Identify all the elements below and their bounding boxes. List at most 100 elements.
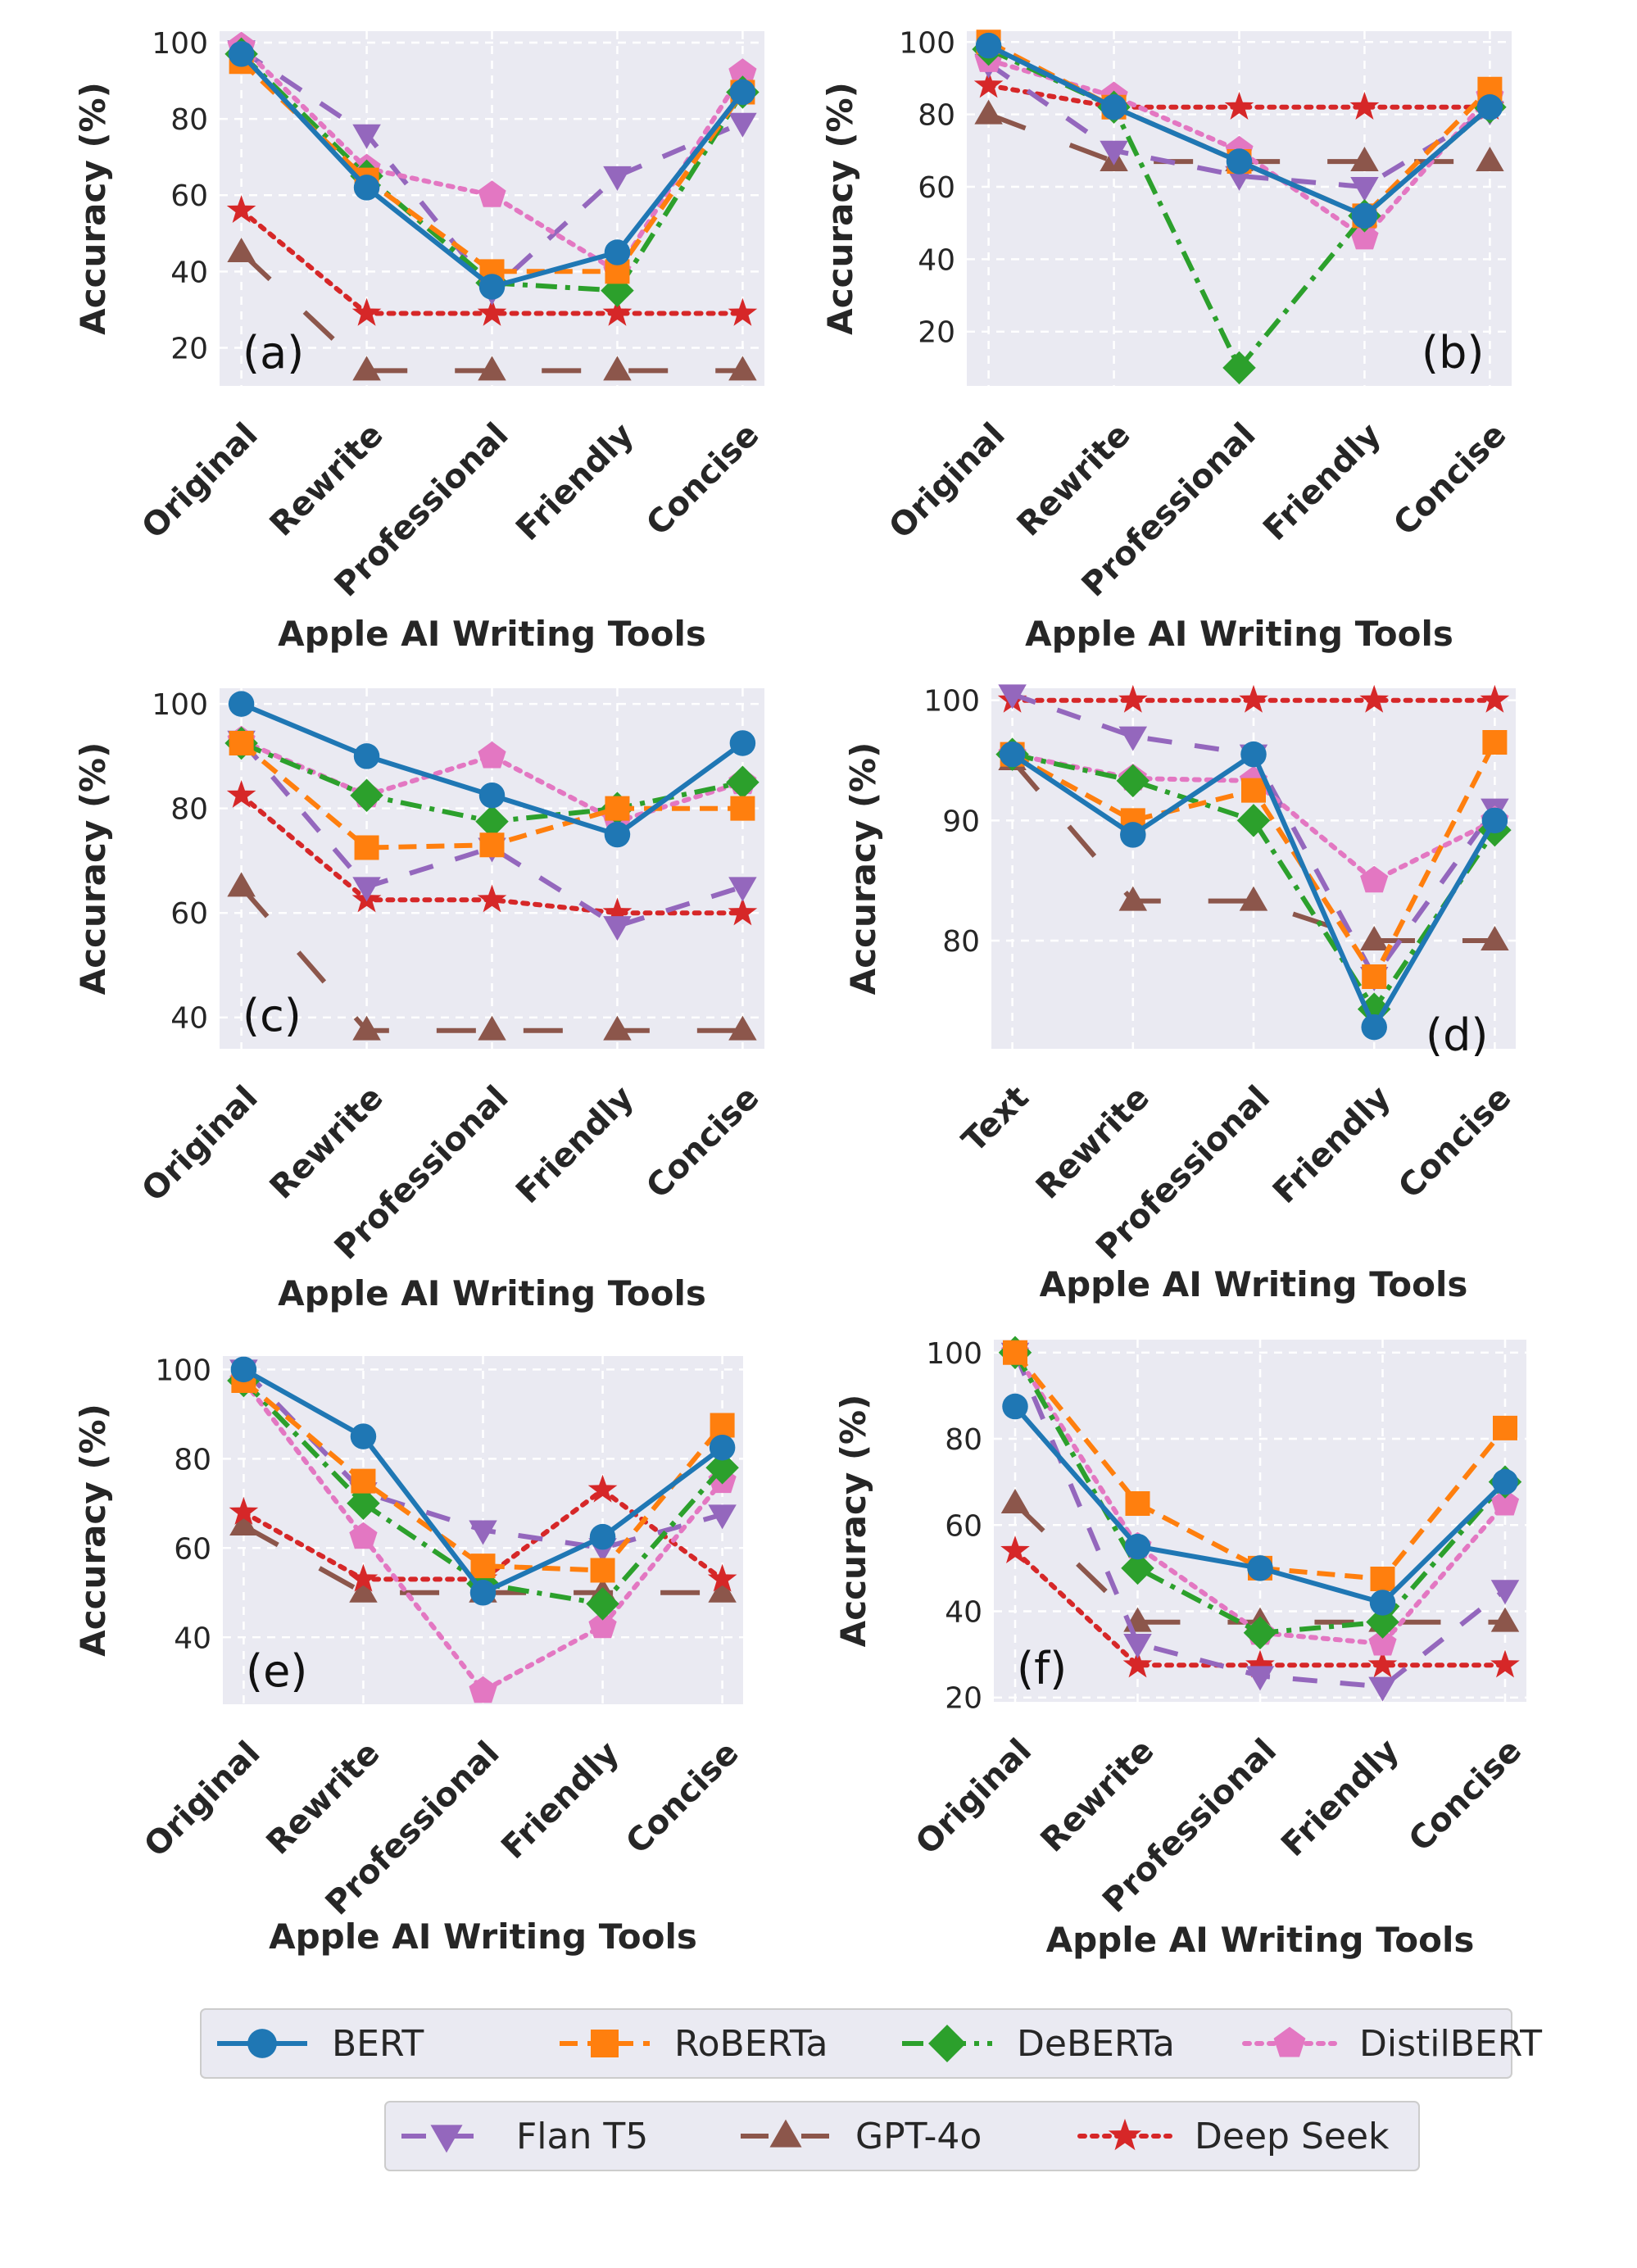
data-point bbox=[726, 765, 760, 800]
legend-marker bbox=[1273, 2026, 1306, 2057]
series-gpt-4o bbox=[998, 746, 1509, 950]
data-point bbox=[1123, 1633, 1152, 1658]
data-point bbox=[603, 166, 632, 191]
data-point bbox=[1245, 1649, 1275, 1678]
data-point bbox=[349, 1577, 378, 1603]
legend-label: BERT bbox=[332, 2023, 424, 2065]
data-point bbox=[1003, 1340, 1027, 1365]
series-gpt-4o bbox=[227, 872, 757, 1041]
series-bert bbox=[230, 1356, 736, 1606]
data-point bbox=[588, 1611, 617, 1639]
data-point bbox=[1222, 351, 1256, 385]
y-axis-label: Accuracy (%) bbox=[73, 1404, 113, 1657]
legend-marker bbox=[430, 2125, 463, 2153]
x-tick-label: Friendly bbox=[1266, 1079, 1398, 1211]
y-tick-label: 100 bbox=[926, 1337, 982, 1371]
y-tick-label: 80 bbox=[945, 1423, 982, 1457]
data-point bbox=[603, 916, 632, 941]
series-line bbox=[1010, 759, 1495, 943]
data-point bbox=[975, 32, 1002, 59]
data-point bbox=[1350, 147, 1379, 172]
x-tick-label: Friendly bbox=[509, 1079, 641, 1211]
data-point bbox=[1243, 1616, 1277, 1650]
panel-c: 406080100OriginalRewriteProfessionalFrie… bbox=[73, 688, 766, 1313]
legend-entry-gpt-4o: GPT-4o bbox=[741, 2116, 982, 2157]
y-tick-label: 60 bbox=[174, 1532, 211, 1566]
y-tick-label: 60 bbox=[170, 897, 208, 931]
series-deep-seek bbox=[1000, 1535, 1520, 1678]
y-tick-label: 80 bbox=[918, 99, 955, 133]
data-point bbox=[1224, 92, 1254, 120]
legend-label: RoBERTa bbox=[674, 2023, 828, 2065]
data-point bbox=[1476, 147, 1504, 172]
data-point bbox=[475, 805, 509, 838]
series-line bbox=[238, 43, 746, 274]
data-point bbox=[998, 684, 1027, 710]
x-tick-label: Friendly bbox=[494, 1735, 626, 1867]
series-gpt-4o bbox=[227, 238, 757, 381]
data-point bbox=[1239, 886, 1268, 911]
data-point bbox=[605, 259, 630, 284]
data-point bbox=[604, 239, 631, 265]
data-point bbox=[729, 79, 756, 106]
data-point bbox=[1000, 1488, 1030, 1513]
y-axis-label: Accuracy (%) bbox=[820, 82, 860, 335]
data-point bbox=[227, 872, 256, 897]
data-point bbox=[1359, 684, 1389, 713]
data-point bbox=[604, 821, 631, 848]
data-point bbox=[227, 238, 256, 263]
data-point bbox=[478, 741, 506, 769]
y-tick-label: 60 bbox=[170, 179, 208, 213]
data-point bbox=[1121, 1551, 1154, 1585]
series-bert bbox=[975, 32, 1503, 229]
data-point bbox=[1350, 176, 1379, 202]
x-tick-label: Concise bbox=[639, 416, 766, 543]
data-point bbox=[348, 1563, 379, 1592]
data-point bbox=[351, 1468, 376, 1494]
series-bert bbox=[228, 691, 756, 848]
data-point bbox=[1241, 778, 1266, 803]
data-point bbox=[1002, 1393, 1028, 1420]
data-point bbox=[352, 877, 381, 902]
data-point bbox=[710, 1413, 735, 1438]
data-point bbox=[728, 356, 757, 381]
data-point bbox=[1359, 926, 1389, 950]
data-point bbox=[1361, 1014, 1387, 1041]
data-point bbox=[1362, 964, 1387, 989]
data-point bbox=[1369, 1590, 1396, 1616]
data-point bbox=[228, 691, 255, 717]
data-point bbox=[728, 877, 757, 902]
data-point bbox=[1100, 94, 1127, 120]
data-point bbox=[469, 1676, 497, 1703]
data-point bbox=[347, 1486, 380, 1521]
data-point bbox=[229, 1497, 259, 1525]
data-point bbox=[1368, 1676, 1397, 1702]
data-point bbox=[1477, 76, 1503, 102]
panel-a: 20406080100OriginalRewriteProfessionalFr… bbox=[73, 27, 766, 654]
legend-label: DeBERTa bbox=[1017, 2023, 1175, 2065]
data-point bbox=[229, 730, 254, 755]
panel-label: (a) bbox=[243, 327, 304, 379]
y-tick-label: 60 bbox=[918, 171, 955, 205]
series-line bbox=[242, 1378, 724, 1573]
legend-marker bbox=[769, 2119, 802, 2148]
series-bert bbox=[1002, 1393, 1518, 1616]
data-point bbox=[708, 1577, 737, 1603]
data-point bbox=[478, 274, 506, 300]
series-line bbox=[239, 52, 745, 293]
data-point bbox=[478, 180, 506, 207]
data-point bbox=[1492, 1468, 1518, 1495]
y-tick-label: 90 bbox=[942, 805, 980, 838]
legend-entry-deep-seek: Deep Seek bbox=[1077, 2116, 1390, 2157]
x-tick-label: Rewrite bbox=[263, 416, 391, 544]
data-point bbox=[1100, 140, 1128, 166]
legend-label: GPT-4o bbox=[855, 2116, 982, 2157]
data-point bbox=[230, 1356, 257, 1383]
data-point bbox=[1368, 1629, 1397, 1656]
legend-entry-flan-t5: Flan T5 bbox=[401, 2116, 648, 2157]
data-point bbox=[1349, 92, 1380, 120]
data-point bbox=[1000, 1535, 1030, 1563]
data-point bbox=[352, 124, 381, 149]
y-tick-label: 20 bbox=[170, 332, 208, 365]
